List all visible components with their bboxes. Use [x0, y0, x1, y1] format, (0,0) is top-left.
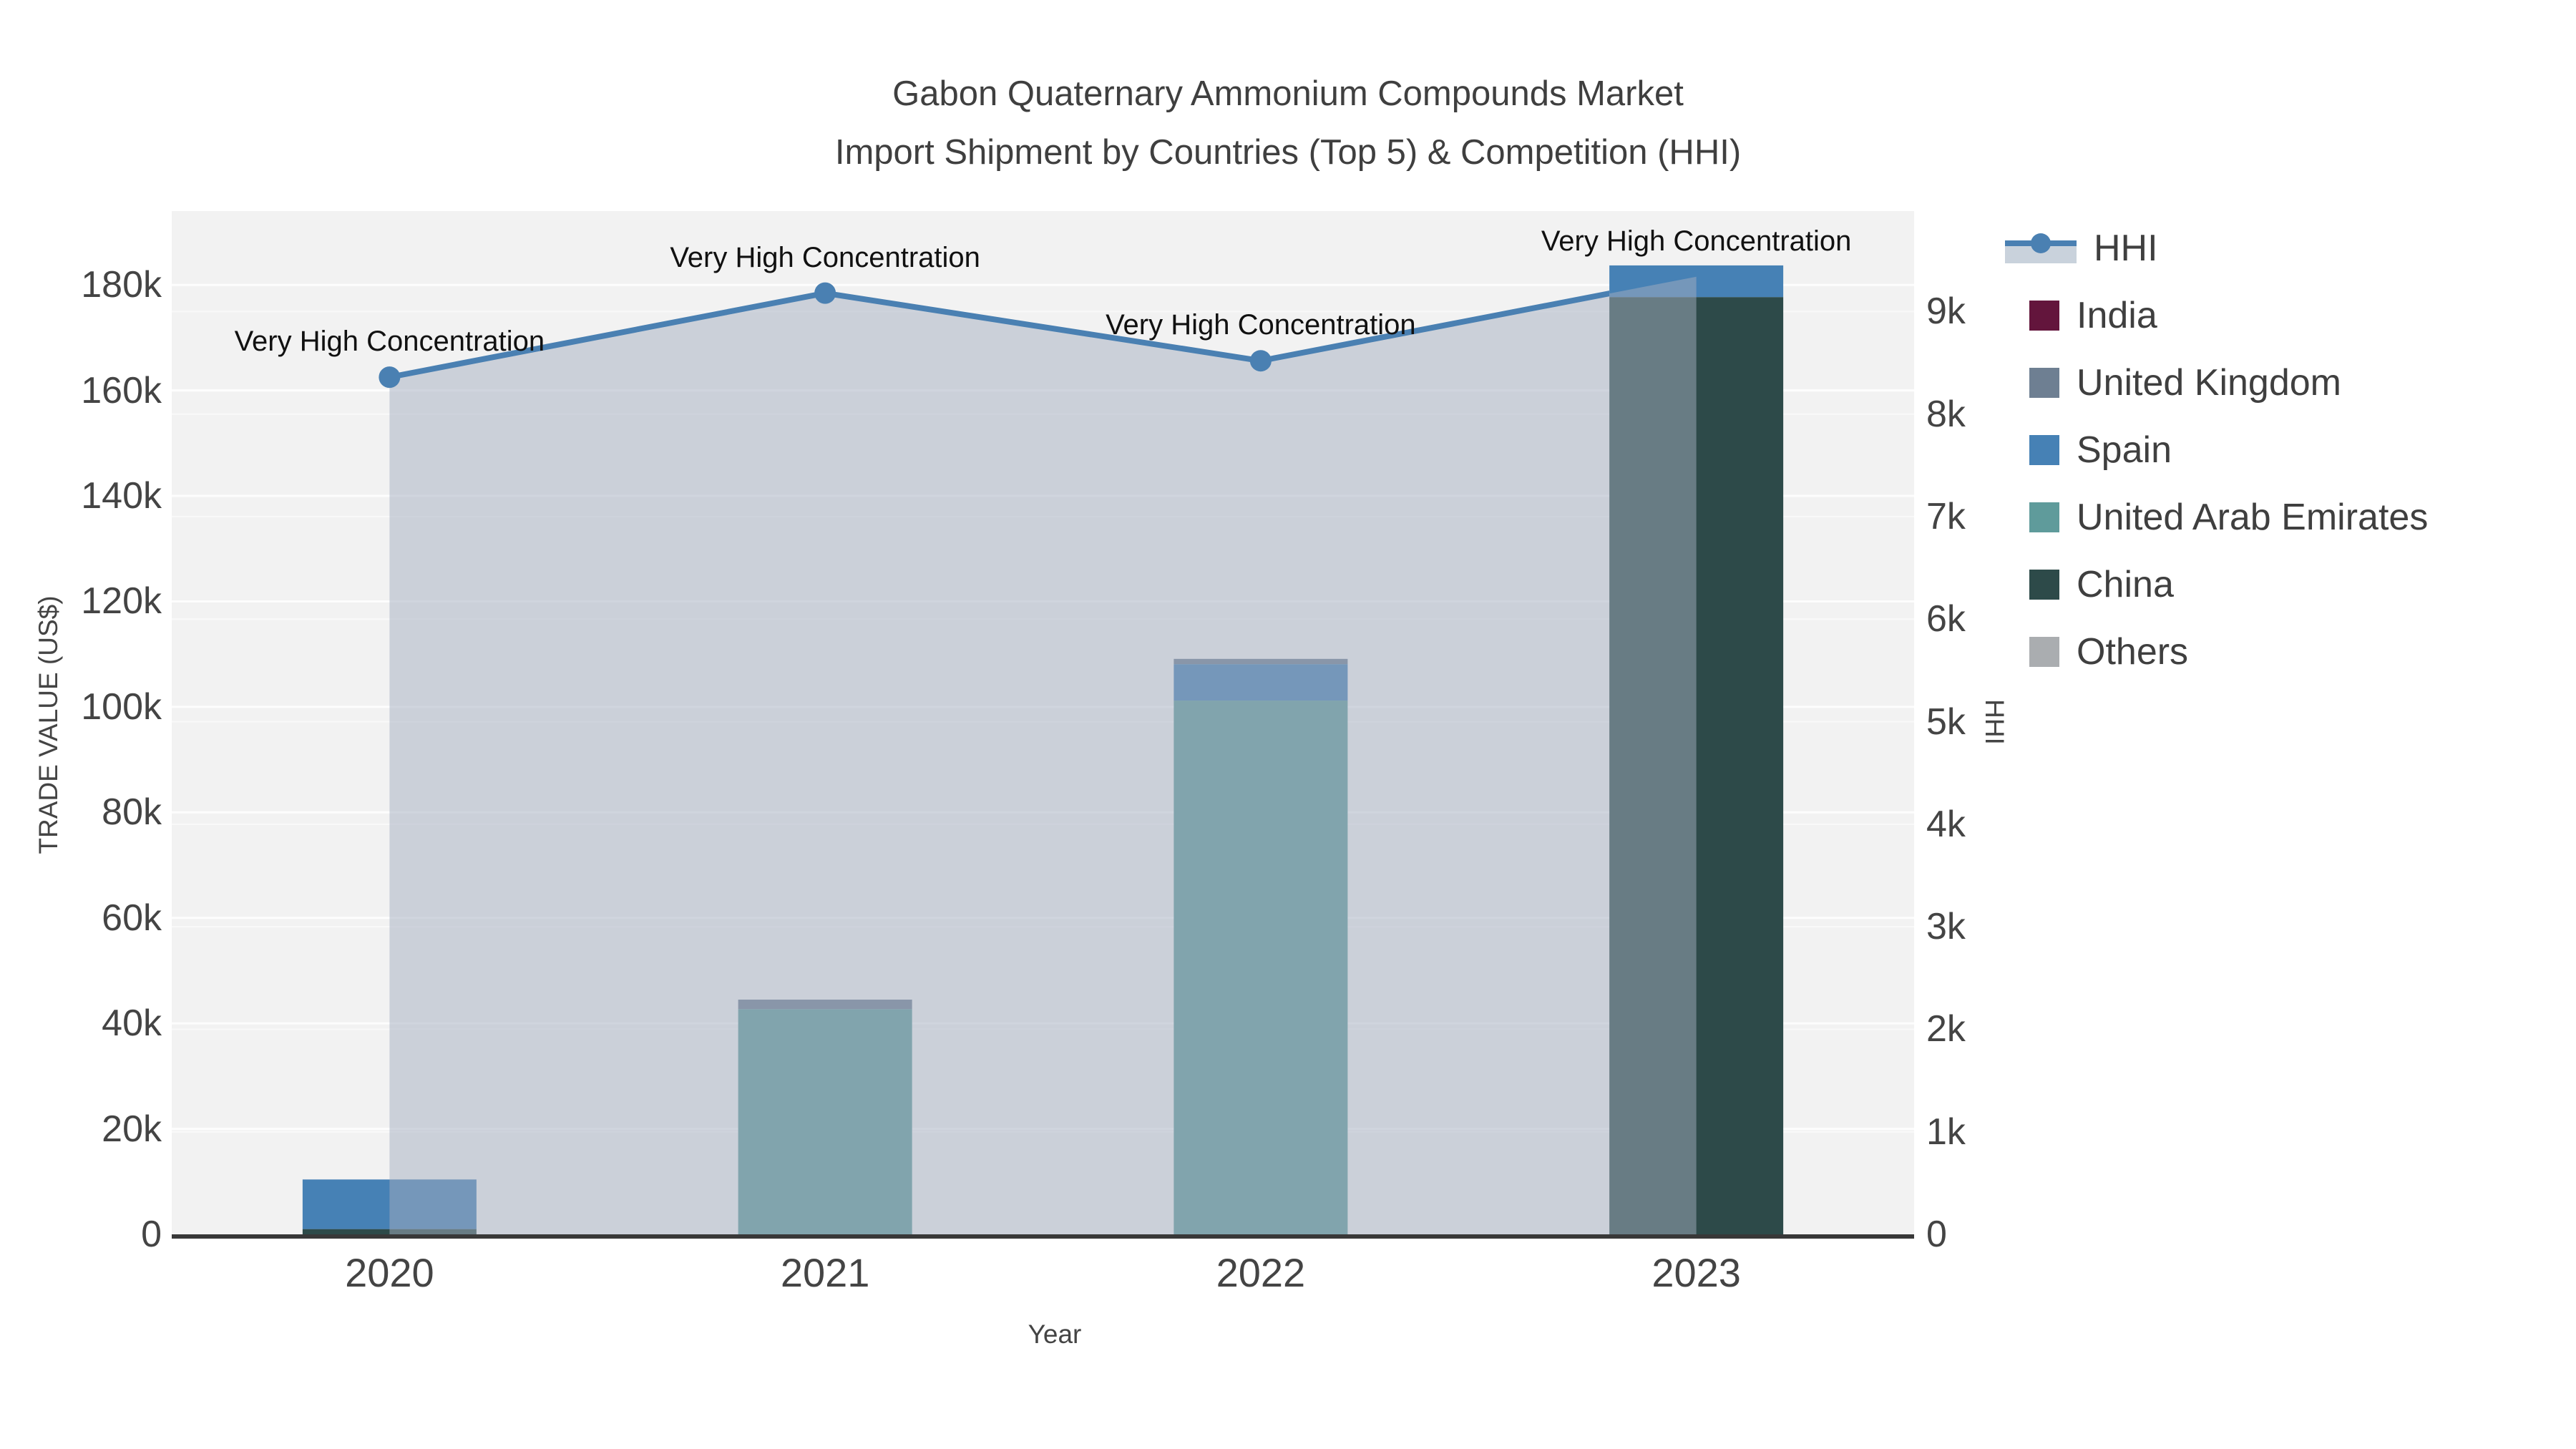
- legend-swatch-china: [2029, 570, 2059, 600]
- legend-item-spain[interactable]: Spain: [2005, 429, 2428, 471]
- legend-item-india[interactable]: India: [2005, 295, 2428, 336]
- left-tick-20k: 20k: [102, 1108, 162, 1150]
- hhi-legend-sample: [2005, 232, 2077, 265]
- left-tick-100k: 100k: [81, 686, 162, 728]
- x-tick-2020: 2020: [345, 1250, 434, 1295]
- left-tick-0: 0: [141, 1214, 162, 1255]
- legend-label-china: China: [2077, 564, 2174, 605]
- legend-item-others[interactable]: Others: [2005, 631, 2428, 673]
- right-tick-2k: 2k: [1926, 1008, 1966, 1050]
- annotation-2021: Very High Concentration: [670, 241, 980, 273]
- right-tick-5k: 5k: [1926, 701, 1966, 743]
- right-tick-7k: 7k: [1926, 495, 1966, 537]
- legend-label-others: Others: [2077, 631, 2189, 673]
- legend-swatch-united-kingdom: [2029, 368, 2059, 398]
- right-tick-0: 0: [1926, 1214, 1947, 1255]
- x-tick-2022: 2022: [1216, 1250, 1306, 1295]
- legend-label-united-kingdom: United Kingdom: [2077, 362, 2341, 404]
- legend-swatch-united-arab-emirates: [2029, 502, 2059, 532]
- legend-label-united-arab-emirates: United Arab Emirates: [2077, 497, 2429, 538]
- legend-swatch-spain: [2029, 435, 2059, 465]
- left-tick-160k: 160k: [81, 369, 162, 411]
- left-tick-80k: 80k: [102, 791, 162, 834]
- left-tick-40k: 40k: [102, 1002, 162, 1045]
- left-tick-140k: 140k: [81, 475, 162, 517]
- legend-label-india: India: [2077, 295, 2157, 336]
- hhi-marker-swatch: [2031, 233, 2051, 253]
- legend-swatch-others: [2029, 637, 2059, 667]
- left-tick-120k: 120k: [81, 580, 162, 623]
- legend-item-hhi[interactable]: HHI: [2005, 228, 2428, 269]
- annotation-2022: Very High Concentration: [1106, 309, 1416, 341]
- x-tick-2021: 2021: [780, 1250, 870, 1295]
- legend-item-china[interactable]: China: [2005, 564, 2428, 605]
- legend-item-united-kingdom[interactable]: United Kingdom: [2005, 362, 2428, 404]
- legend: HHI India United Kingdom Spain United Arab E…: [2005, 228, 2428, 701]
- left-tick-180k: 180k: [81, 264, 162, 306]
- hhi-line-group: [379, 282, 1610, 389]
- x-tick-2023: 2023: [1652, 1250, 1741, 1295]
- right-tick-6k: 6k: [1926, 598, 1966, 640]
- right-tick-3k: 3k: [1926, 906, 1966, 948]
- chart-title-line2: Import Shipment by Countries (Top 5) & C…: [834, 133, 1742, 172]
- annotation-2023: Very High Concentration: [1541, 225, 1852, 257]
- left-tick-60k: 60k: [102, 897, 162, 939]
- hhi-area-fill: [389, 276, 1697, 1235]
- legend-label-spain: Spain: [2077, 429, 2172, 471]
- hhi-marker-2022[interactable]: [1249, 350, 1272, 372]
- right-tick-1k: 1k: [1926, 1111, 1966, 1153]
- right-tick-9k: 9k: [1926, 291, 1966, 333]
- chart-title-line1: Gabon Quaternary Ammonium Compounds Mark…: [892, 74, 1684, 113]
- hhi-marker-2020[interactable]: [379, 366, 401, 389]
- hhi-marker-2021[interactable]: [814, 282, 836, 304]
- hhi-line: [389, 290, 1610, 381]
- legend-item-united-arab-emirates[interactable]: United Arab Emirates: [2005, 497, 2428, 538]
- x-axis-title: Year: [1028, 1319, 1082, 1349]
- right-tick-4k: 4k: [1926, 803, 1966, 845]
- legend-swatch-india: [2029, 301, 2059, 331]
- annotation-2020: Very High Concentration: [234, 326, 545, 358]
- legend-label-hhi: HHI: [2094, 228, 2158, 269]
- right-tick-8k: 8k: [1926, 393, 1966, 435]
